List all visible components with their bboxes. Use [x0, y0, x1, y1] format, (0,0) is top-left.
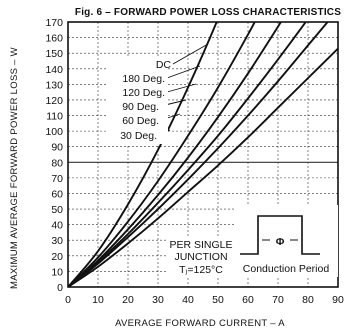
phase-symbol: Φ [276, 236, 285, 248]
y-tick-label: 100 [45, 126, 63, 138]
x-tick-label: 30 [152, 294, 164, 306]
x-tick-label: 80 [302, 294, 314, 306]
y-tick-label: 170 [45, 17, 63, 29]
conduction-waveform [240, 215, 320, 255]
y-tick-label: 140 [45, 64, 63, 76]
y-tick-label: 150 [45, 48, 63, 60]
y-axis-label: MAXIMUM AVERAGE FORWARD POWER LOSS – W [9, 47, 20, 289]
curve-60-deg [68, 22, 256, 287]
series-curves [68, 22, 338, 287]
chart-title: Fig. 6 – FORWARD POWER LOSS CHARACTERIST… [75, 7, 341, 18]
legend-label-dc: DC [156, 59, 172, 71]
legend-label-30: 30 Deg. [120, 130, 157, 142]
y-tick-label: 160 [45, 33, 63, 45]
curve-30-deg [68, 22, 218, 287]
y-tick-label: 0 [57, 282, 63, 294]
curve-legend: DC 180 Deg. 120 Deg. 90 Deg. 60 Deg. 30 … [108, 56, 171, 144]
legend-label-180: 180 Deg. [122, 73, 165, 85]
x-tick-label: 0 [65, 294, 71, 306]
y-axis-ticks: 0 10 20 30 40 50 60 70 80 90 100 110 120 130 140 150 160… [45, 17, 63, 294]
legend-label-90: 90 Deg. [122, 101, 159, 113]
x-tick-label: 70 [272, 294, 284, 306]
x-axis-ticks: 0 10 20 30 40 50 60 70 80 90 [65, 294, 344, 306]
junction-note: PER SINGLE JUNCTION Tⱼ=125°C [168, 236, 234, 276]
x-tick-label: 40 [182, 294, 194, 306]
x-tick-label: 50 [212, 294, 224, 306]
y-tick-label: 110 [46, 111, 63, 123]
y-tick-label: 10 [51, 266, 63, 278]
y-tick-label: 60 [51, 188, 63, 200]
y-tick-label: 130 [45, 79, 63, 91]
x-tick-label: 10 [92, 294, 104, 306]
y-tick-label: 90 [51, 142, 63, 154]
plot-frame [67, 21, 339, 288]
x-tick-label: 60 [242, 294, 254, 306]
legend-leader-line [166, 65, 201, 79]
y-tick-label: 50 [51, 204, 63, 216]
curve-120-deg [68, 22, 307, 287]
x-axis-label: AVERAGE FORWARD CURRENT – A [115, 318, 285, 329]
curve-90-deg [68, 22, 283, 287]
x-tick-label: 90 [332, 294, 344, 306]
y-tick-label: 30 [51, 235, 63, 247]
y-tick-label: 120 [45, 95, 63, 107]
junction-line-2: JUNCTION [174, 251, 227, 263]
conduction-period-inset: Φ Conduction Period [236, 205, 338, 277]
conduction-period-label: Conduction Period [243, 263, 330, 275]
junction-line-1: PER SINGLE [169, 239, 232, 251]
y-tick-label: 70 [51, 173, 63, 185]
curve-dc [68, 47, 338, 287]
x-tick-label: 20 [122, 294, 134, 306]
y-tick-label: 80 [51, 157, 63, 169]
junction-line-3: Tⱼ=125°C [179, 264, 223, 276]
y-tick-label: 20 [51, 251, 63, 263]
y-tick-label: 40 [51, 220, 63, 232]
curve-180-deg [68, 22, 329, 287]
legend-leader-line [166, 83, 197, 93]
legend-label-120: 120 Deg. [122, 87, 165, 99]
legend-leader-line [172, 43, 209, 65]
legend-label-60: 60 Deg. [122, 115, 159, 127]
